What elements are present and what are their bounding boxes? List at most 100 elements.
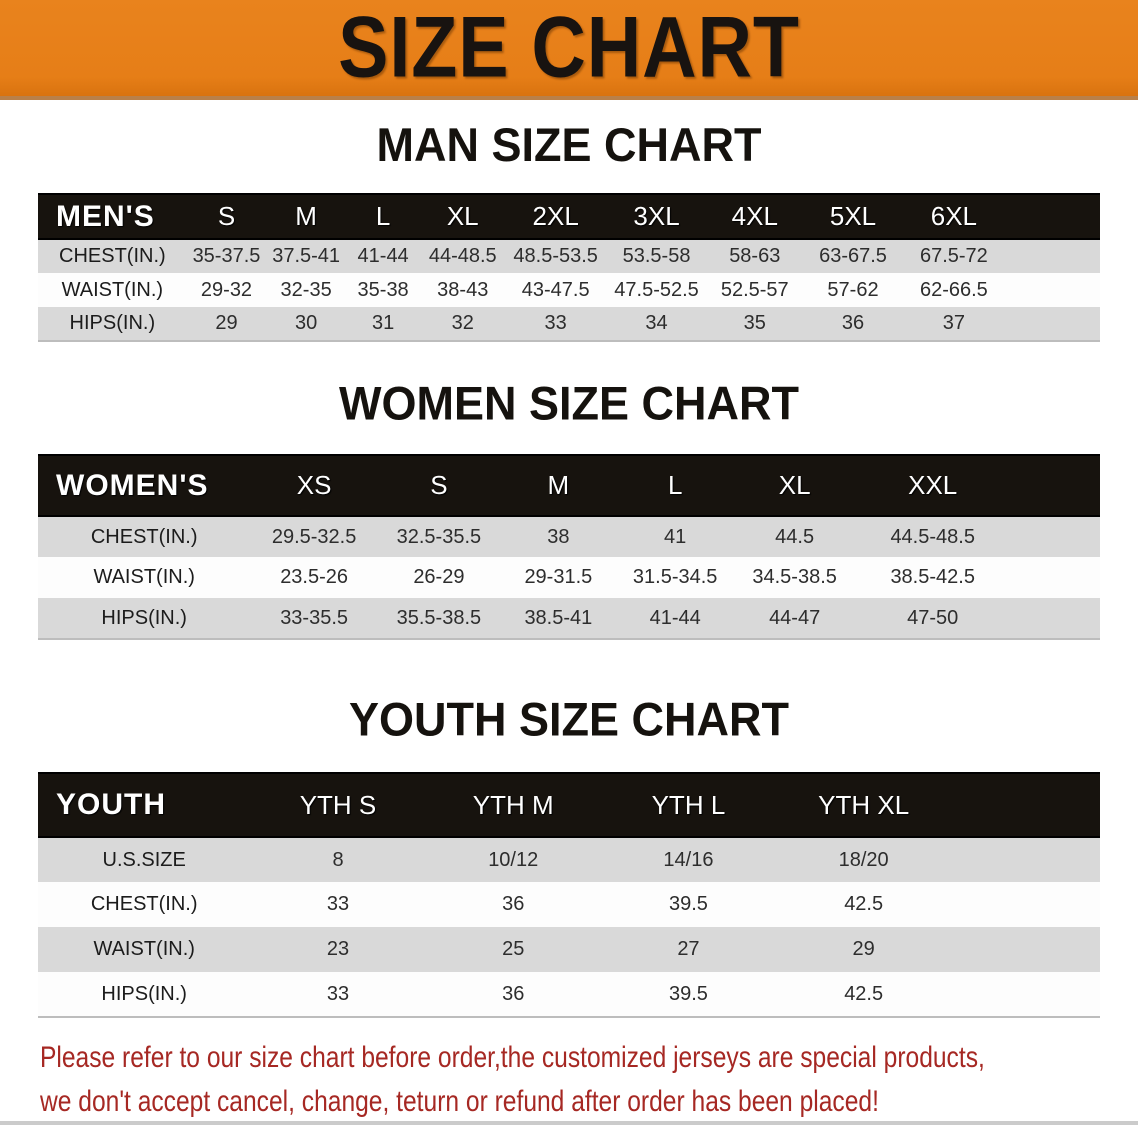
size-value: 23 bbox=[250, 927, 426, 972]
row-spacer bbox=[951, 972, 1100, 1017]
table-row: WAIST(IN.) 29-32 32-35 35-38 38-43 43-47.5 47.… bbox=[38, 273, 1100, 307]
men-size-chart-section: MAN SIZE CHART MEN'S S M L XL 2XL 3XL 4XL 5XL 6XL… bbox=[0, 117, 1138, 342]
size-value: 35-38 bbox=[345, 273, 421, 307]
size-value: 38-43 bbox=[420, 273, 506, 307]
table-row: CHEST(IN.) 35-37.5 37.5-41 41-44 44-48.5 48.5… bbox=[38, 239, 1100, 273]
size-value: 29-32 bbox=[186, 273, 267, 307]
size-value: 38.5-42.5 bbox=[855, 557, 1010, 598]
row-spacer bbox=[951, 927, 1100, 972]
table-row: CHEST(IN.) 33 36 39.5 42.5 bbox=[38, 882, 1100, 927]
order-disclaimer-note: Please refer to our size chart before or… bbox=[40, 1036, 1138, 1124]
size-value: 32.5-35.5 bbox=[377, 516, 500, 557]
column-header-xl: XL bbox=[420, 193, 506, 240]
column-header-xs: XS bbox=[250, 454, 378, 517]
size-value: 42.5 bbox=[776, 882, 952, 927]
youth-size-table: YOUTH YTH S YTH M YTH L YTH XL U.S.SIZE 8 10/1… bbox=[38, 772, 1100, 1018]
table-row: WAIST(IN.) 23 25 27 29 bbox=[38, 927, 1100, 972]
size-value: 41-44 bbox=[345, 239, 421, 273]
size-value: 29.5-32.5 bbox=[250, 516, 378, 557]
size-value: 67.5-72 bbox=[903, 239, 1005, 273]
banner-title: SIZE CHART bbox=[338, 0, 800, 96]
size-value: 58-63 bbox=[706, 239, 803, 273]
size-value: 35 bbox=[706, 307, 803, 341]
size-value: 31 bbox=[345, 307, 421, 341]
size-value: 39.5 bbox=[600, 972, 777, 1017]
table-row: HIPS(IN.) 33-35.5 35.5-38.5 38.5-41 41-44 44-… bbox=[38, 598, 1100, 639]
size-value: 34 bbox=[606, 307, 707, 341]
row-label: HIPS(IN.) bbox=[38, 598, 251, 639]
size-value: 37.5-41 bbox=[266, 239, 346, 273]
row-spacer bbox=[1009, 557, 1100, 598]
column-header-3xl: 3XL bbox=[606, 193, 707, 240]
column-header-yth-xl: YTH XL bbox=[776, 772, 952, 838]
size-value: 26-29 bbox=[377, 557, 500, 598]
size-value: 37 bbox=[903, 307, 1005, 341]
size-value: 36 bbox=[425, 882, 601, 927]
size-value: 47-50 bbox=[855, 598, 1010, 639]
row-label: U.S.SIZE bbox=[38, 837, 251, 882]
column-header-yth-m: YTH M bbox=[425, 772, 601, 838]
size-value: 36 bbox=[425, 972, 601, 1017]
row-label: WAIST(IN.) bbox=[38, 273, 187, 307]
size-value: 62-66.5 bbox=[903, 273, 1005, 307]
size-value: 44.5-48.5 bbox=[855, 516, 1010, 557]
size-value: 38.5-41 bbox=[499, 598, 617, 639]
size-value: 31.5-34.5 bbox=[616, 557, 734, 598]
women-size-chart-section: WOMEN SIZE CHART WOMEN'S XS S M L XL XXL CHEST… bbox=[0, 378, 1138, 640]
row-spacer bbox=[951, 882, 1100, 927]
column-header-l: L bbox=[345, 193, 421, 240]
size-value: 44.5 bbox=[733, 516, 856, 557]
youth-chart-title: YOUTH SIZE CHART bbox=[348, 692, 789, 747]
men-chart-title: MAN SIZE CHART bbox=[376, 117, 762, 172]
women-corner-label: WOMEN'S bbox=[38, 454, 251, 517]
row-label: CHEST(IN.) bbox=[38, 882, 251, 927]
column-header-5xl: 5XL bbox=[802, 193, 904, 240]
row-label: CHEST(IN.) bbox=[38, 516, 251, 557]
size-value: 52.5-57 bbox=[706, 273, 803, 307]
column-header-xl: XL bbox=[733, 454, 856, 517]
women-size-table: WOMEN'S XS S M L XL XXL CHEST(IN.) 29.5-32.5 32.… bbox=[38, 454, 1100, 640]
size-value: 44-48.5 bbox=[420, 239, 506, 273]
youth-size-chart-section: YOUTH SIZE CHART YOUTH YTH S YTH M YTH L YTH… bbox=[0, 692, 1138, 1018]
table-row: HIPS(IN.) 33 36 39.5 42.5 bbox=[38, 972, 1100, 1017]
size-value: 27 bbox=[600, 927, 777, 972]
size-value: 41 bbox=[616, 516, 734, 557]
table-row: WAIST(IN.) 23.5-26 26-29 29-31.5 31.5-34.5 34… bbox=[38, 557, 1100, 598]
size-value: 32-35 bbox=[266, 273, 346, 307]
row-spacer bbox=[1009, 598, 1100, 639]
row-spacer bbox=[1004, 307, 1100, 341]
size-value: 47.5-52.5 bbox=[606, 273, 707, 307]
row-spacer bbox=[1009, 516, 1100, 557]
size-value: 33-35.5 bbox=[250, 598, 378, 639]
size-value: 29-31.5 bbox=[499, 557, 617, 598]
column-header-yth-s: YTH S bbox=[250, 772, 426, 838]
size-value: 63-67.5 bbox=[802, 239, 904, 273]
table-row: HIPS(IN.) 29 30 31 32 33 34 35 36 37 bbox=[38, 307, 1100, 341]
row-spacer bbox=[1004, 239, 1100, 273]
size-value: 53.5-58 bbox=[606, 239, 707, 273]
youth-corner-label: YOUTH bbox=[38, 772, 251, 838]
column-header-6xl: 6XL bbox=[903, 193, 1005, 240]
size-value: 39.5 bbox=[600, 882, 777, 927]
size-value: 10/12 bbox=[425, 837, 601, 882]
size-value: 41-44 bbox=[616, 598, 734, 639]
size-value: 33 bbox=[505, 307, 607, 341]
row-label: CHEST(IN.) bbox=[38, 239, 187, 273]
row-label: WAIST(IN.) bbox=[38, 557, 251, 598]
column-header-m: M bbox=[499, 454, 617, 517]
size-value: 32 bbox=[420, 307, 506, 341]
size-value: 35.5-38.5 bbox=[377, 598, 500, 639]
table-header-row: MEN'S S M L XL 2XL 3XL 4XL 5XL 6XL bbox=[38, 193, 1100, 240]
column-header-2xl: 2XL bbox=[505, 193, 607, 240]
size-chart-banner: SIZE CHART bbox=[0, 0, 1138, 100]
header-spacer bbox=[951, 772, 1100, 838]
men-size-table: MEN'S S M L XL 2XL 3XL 4XL 5XL 6XL CHEST(IN.) 35-3… bbox=[38, 193, 1100, 342]
size-value: 34.5-38.5 bbox=[733, 557, 856, 598]
size-value: 8 bbox=[250, 837, 426, 882]
disclaimer-line-1: Please refer to our size chart before or… bbox=[40, 1041, 985, 1074]
table-header-row: YOUTH YTH S YTH M YTH L YTH XL bbox=[38, 772, 1100, 838]
size-value: 14/16 bbox=[600, 837, 777, 882]
size-value: 29 bbox=[186, 307, 267, 341]
row-label: WAIST(IN.) bbox=[38, 927, 251, 972]
header-spacer bbox=[1009, 454, 1100, 517]
